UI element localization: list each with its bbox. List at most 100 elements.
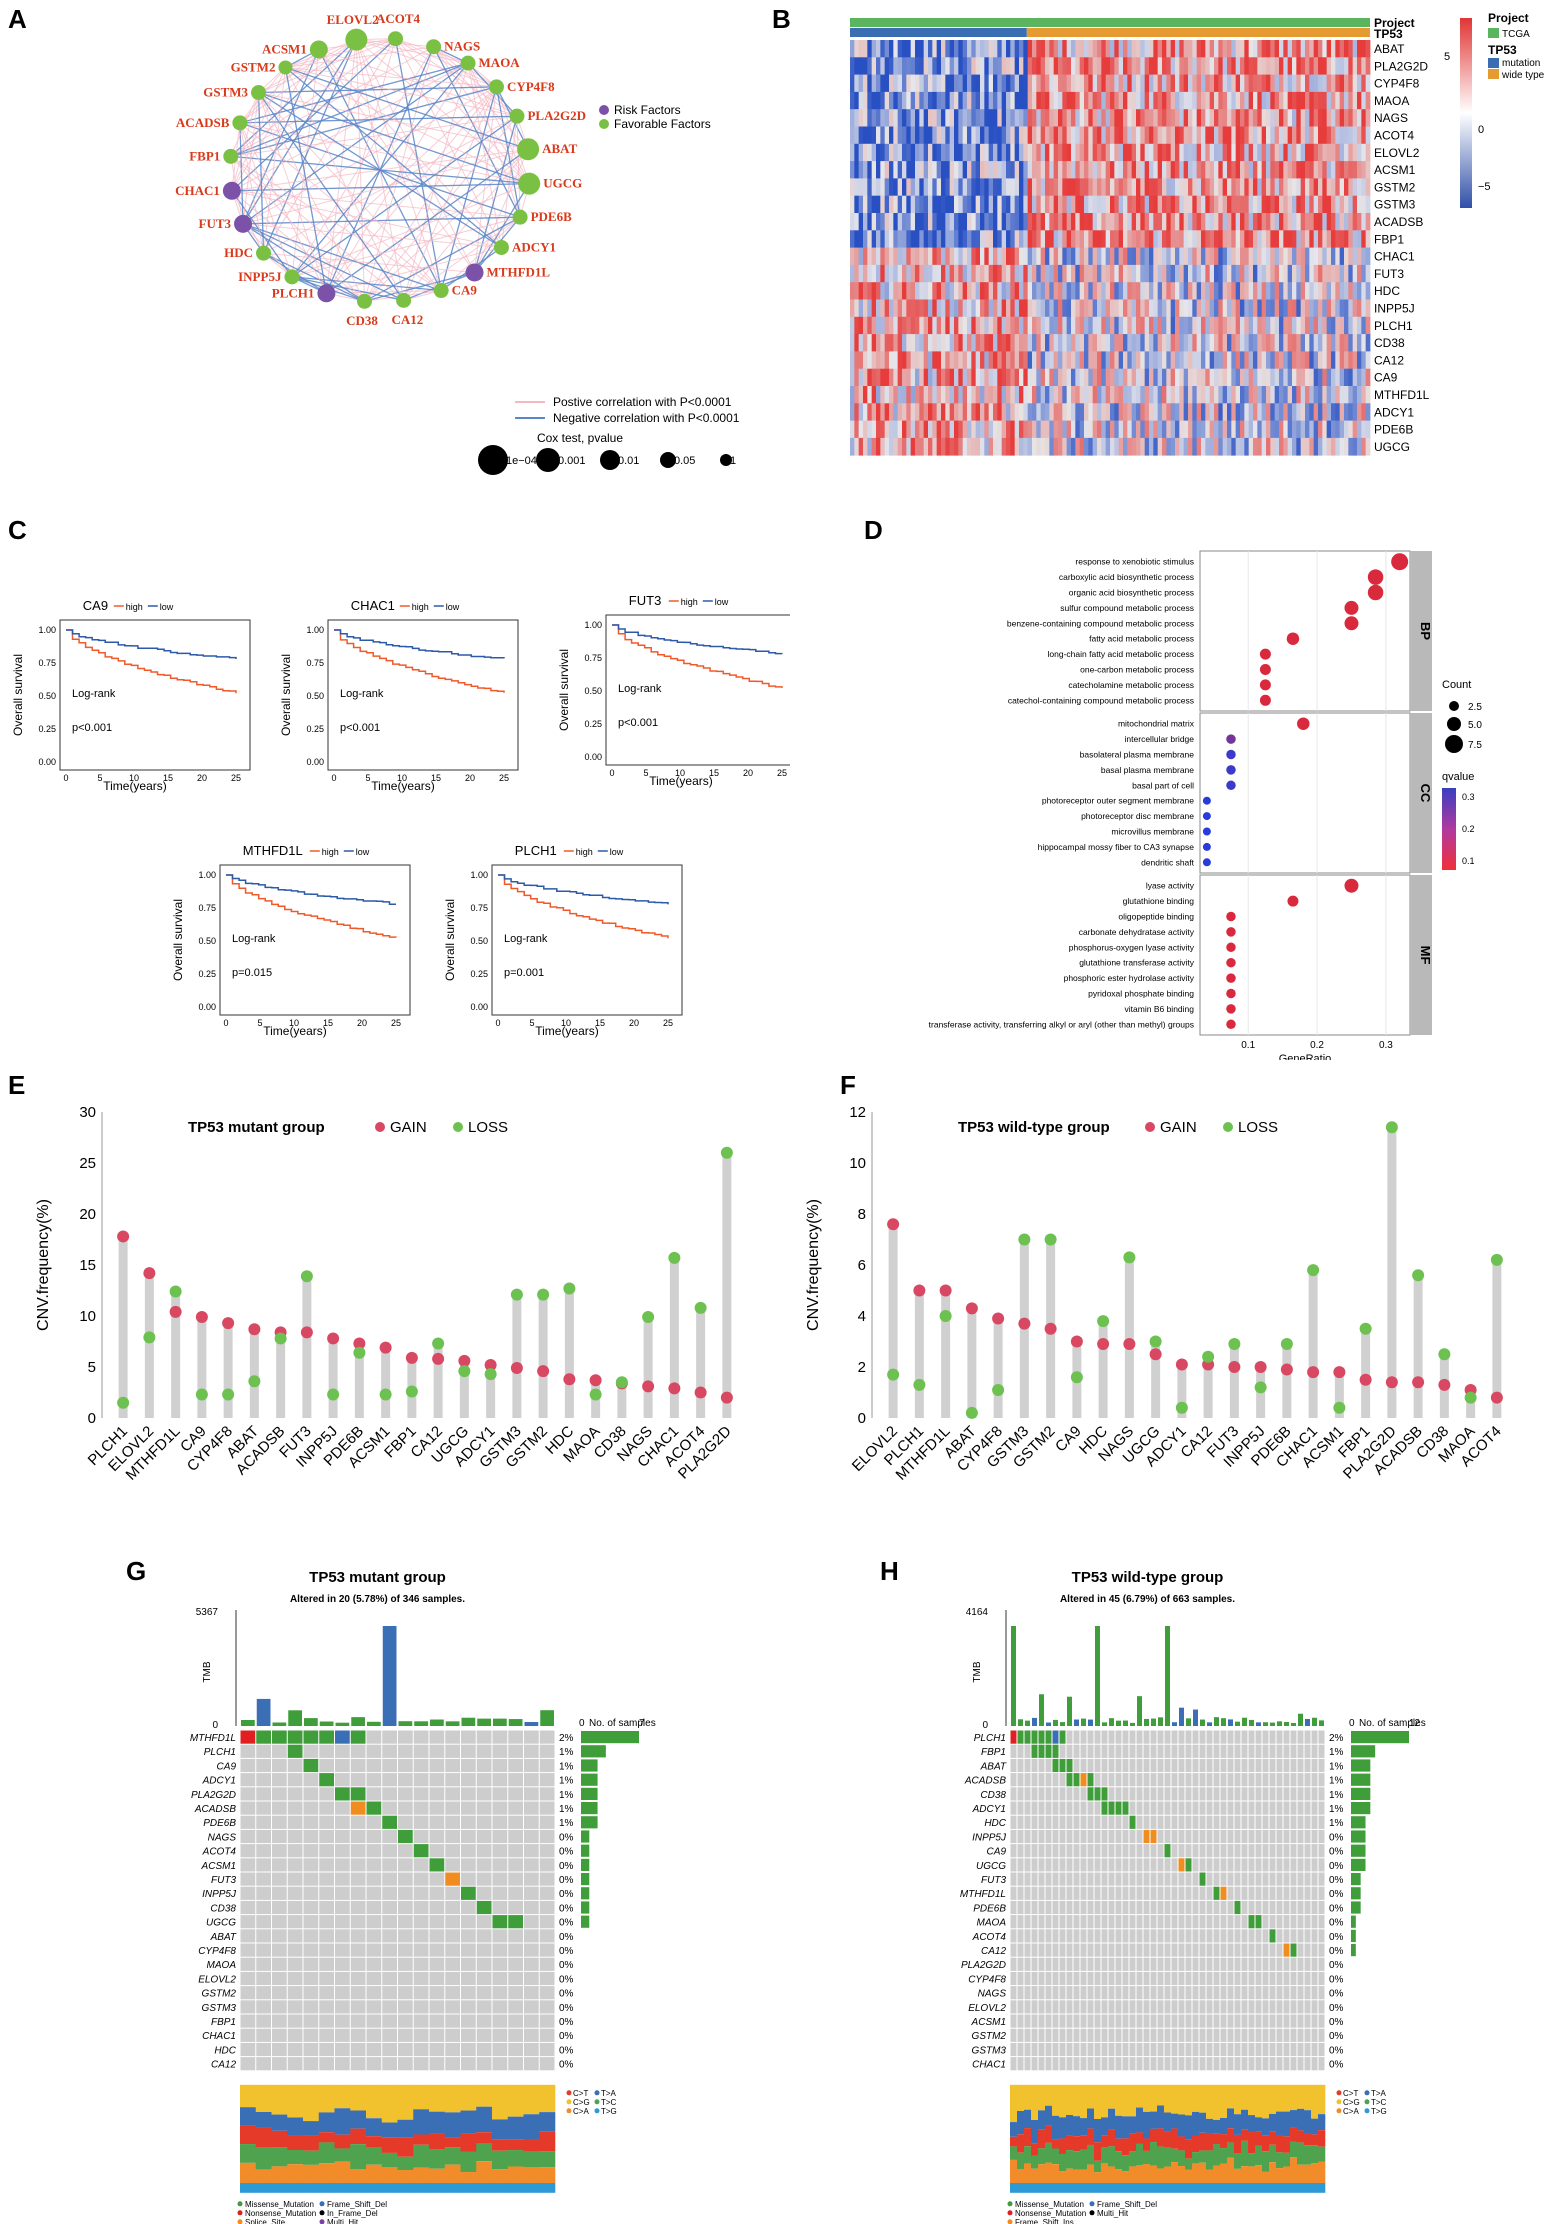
heatmap-cell [1079, 264, 1085, 283]
onco-cell [1248, 1900, 1255, 1915]
heatmap-cell [1053, 109, 1059, 127]
cnv-loss-point [1070, 1371, 1083, 1384]
onco-cell [1290, 1801, 1297, 1815]
heatmap-cell [854, 195, 860, 214]
heatmap-cell [1149, 264, 1154, 283]
heatmap-cell [1014, 91, 1020, 110]
heatmap-cell [1322, 126, 1328, 145]
heatmap-cell [884, 161, 890, 179]
heatmap-cell [1049, 40, 1055, 58]
heatmap-cell [1292, 143, 1297, 162]
heatmap-cell [945, 334, 951, 352]
km-curve-high [612, 624, 783, 688]
onco-cell [256, 1943, 271, 1957]
heatmap-cell [1196, 264, 1202, 283]
heatmap-cell [1101, 334, 1107, 352]
heatmap-cell [910, 264, 916, 283]
heatmap-cell [1352, 143, 1358, 162]
heatmap-cell [906, 195, 912, 214]
heatmap-cell [971, 178, 977, 197]
onco-cell [1255, 1844, 1262, 1858]
heatmap-cell [945, 386, 951, 404]
onco-cell [303, 1886, 319, 1900]
heatmap-cell [1365, 368, 1371, 387]
onco-cell [1164, 1801, 1171, 1815]
legend-wild-label: wide type [1501, 70, 1545, 81]
onco-cell [539, 2014, 555, 2028]
heatmap-cell [1118, 437, 1124, 456]
heatmap-cell [1235, 282, 1241, 300]
onco-cell [1234, 1872, 1241, 1886]
heatmap-cell [1136, 143, 1141, 162]
onco-cell [413, 1815, 429, 1829]
heatmap-cell [1318, 351, 1323, 370]
heatmap-cell [1032, 143, 1037, 162]
onco-cell [492, 1858, 508, 1872]
heatmap-cell [1283, 178, 1289, 197]
heatmap-cell [1266, 230, 1271, 248]
heatmap-cell [854, 351, 860, 370]
onco-cell [366, 1815, 382, 1829]
heatmap-cell [984, 178, 990, 197]
heatmap-cell [1205, 316, 1211, 335]
heatmap-cell [1244, 403, 1250, 421]
onco-cell [256, 2028, 271, 2042]
heatmap-cell [1240, 109, 1245, 127]
onco-cell [398, 1872, 413, 1886]
heatmap-cell [1218, 437, 1224, 456]
heatmap-cell [1209, 230, 1215, 248]
heatmap-cell [980, 316, 985, 335]
heatmap-cell [1235, 57, 1241, 75]
heatmap-cell [1244, 420, 1250, 439]
heatmap-cell [1075, 299, 1081, 318]
heatmap-cell [1339, 91, 1345, 110]
onco-cell [1122, 1858, 1129, 1872]
heatmap-cell [858, 299, 864, 318]
panel-label-h: H [880, 1556, 899, 1586]
onco-cell [1150, 1773, 1157, 1787]
heatmap-cell [1244, 247, 1250, 266]
onco-cell [492, 1872, 508, 1886]
heatmap-cell [1231, 74, 1237, 93]
heatmap-cell [954, 282, 959, 300]
onco-cell [1255, 1787, 1262, 1801]
heatmap-cell [1283, 161, 1289, 179]
heatmap-cell [889, 316, 894, 335]
onco-cell [1157, 1730, 1164, 1744]
heatmap-cell [1227, 282, 1232, 300]
heatmap-cell [1188, 213, 1193, 231]
onco-cell [1185, 1787, 1192, 1801]
onco-cell [1283, 1886, 1290, 1900]
heatmap-cell [932, 57, 938, 75]
heatmap-cell [1357, 126, 1362, 145]
onco-cell [1318, 1844, 1325, 1858]
titv-legend-dot [566, 2090, 572, 2096]
onco-cell [303, 1744, 319, 1758]
onco-cell [1192, 1815, 1199, 1829]
onco-cell [1220, 1758, 1227, 1773]
heatmap-cell [1079, 109, 1085, 127]
heatmap-cell [1253, 368, 1258, 387]
heatmap-cell [1270, 195, 1276, 214]
onco-gene: ACSM1 [201, 1861, 236, 1872]
heatmap-cell [962, 420, 968, 439]
onco-pct: 1% [559, 1747, 574, 1758]
heatmap-cell [1231, 420, 1237, 439]
onco-cell [1143, 1744, 1150, 1758]
heatmap-cell [1283, 91, 1289, 110]
onco-sample-bar [581, 1745, 606, 1758]
heatmap-cell [1188, 420, 1193, 439]
onco-cell [461, 2057, 476, 2071]
cnv-gain-point [887, 1218, 900, 1231]
heatmap-cell [1140, 264, 1146, 283]
heatmap-cell [1287, 57, 1293, 75]
onco-cell [539, 1929, 555, 1943]
heatmap-cell [1292, 316, 1297, 335]
heatmap-cell [1036, 40, 1042, 58]
heatmap-cell [1201, 57, 1206, 75]
heatmap-cell [936, 420, 942, 439]
km-xtick: 15 [431, 773, 441, 783]
heatmap-cell [1201, 420, 1206, 439]
onco-cell [1024, 1773, 1031, 1787]
